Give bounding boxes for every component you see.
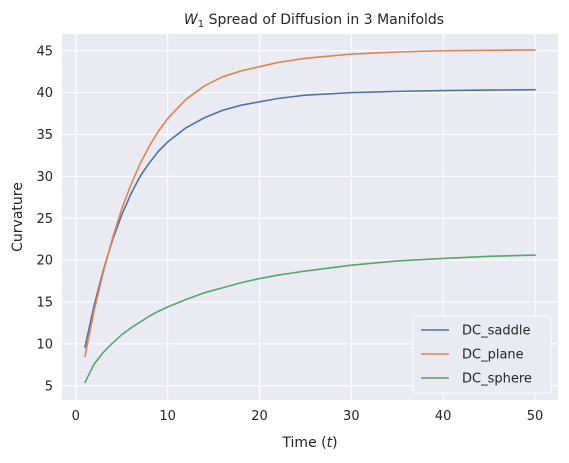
legend-label: DC_sphere xyxy=(462,372,532,387)
x-axis-label: Time (t) xyxy=(281,435,337,451)
x-tick-label: 30 xyxy=(343,409,360,424)
legend-label: DC_saddle xyxy=(462,324,530,339)
y-tick-label: 40 xyxy=(36,86,53,101)
y-tick-label: 35 xyxy=(36,128,53,143)
legend-label: DC_plane xyxy=(462,348,524,363)
series-layer xyxy=(84,49,536,384)
y-tick-label: 5 xyxy=(45,379,53,394)
y-axis-label: Curvature xyxy=(10,182,26,252)
title-subscript: 1 xyxy=(198,19,204,30)
x-tick-label: 50 xyxy=(527,409,544,424)
title-rest: Spread of Diffusion in 3 Manifolds xyxy=(204,12,444,28)
legend: DC_saddle DC_plane DC_sphere xyxy=(412,315,552,394)
x-tick-label: 40 xyxy=(435,409,452,424)
series-line-dc-saddle xyxy=(84,88,536,349)
chart-title: W1 Spread of Diffusion in 3 Manifolds xyxy=(184,12,444,30)
y-tick-label: 25 xyxy=(36,212,53,227)
y-tick-label: 45 xyxy=(36,44,53,59)
series-line-dc-sphere xyxy=(84,254,536,384)
x-tick-label: 20 xyxy=(251,409,268,424)
y-tick-label: 30 xyxy=(36,170,53,185)
y-tick-labels: 5 10 15 20 25 30 35 40 45 xyxy=(36,44,53,394)
y-tick-label: 20 xyxy=(36,254,53,269)
y-tick-label: 10 xyxy=(36,337,53,352)
legend-box xyxy=(412,315,552,394)
series-line-dc-plane xyxy=(84,49,536,358)
x-tick-labels: 0 10 20 30 40 50 xyxy=(72,409,544,424)
title-prefix: W xyxy=(184,12,199,28)
x-tick-label: 10 xyxy=(159,409,176,424)
y-tick-label: 15 xyxy=(36,296,53,311)
x-tick-label: 0 xyxy=(72,409,80,424)
